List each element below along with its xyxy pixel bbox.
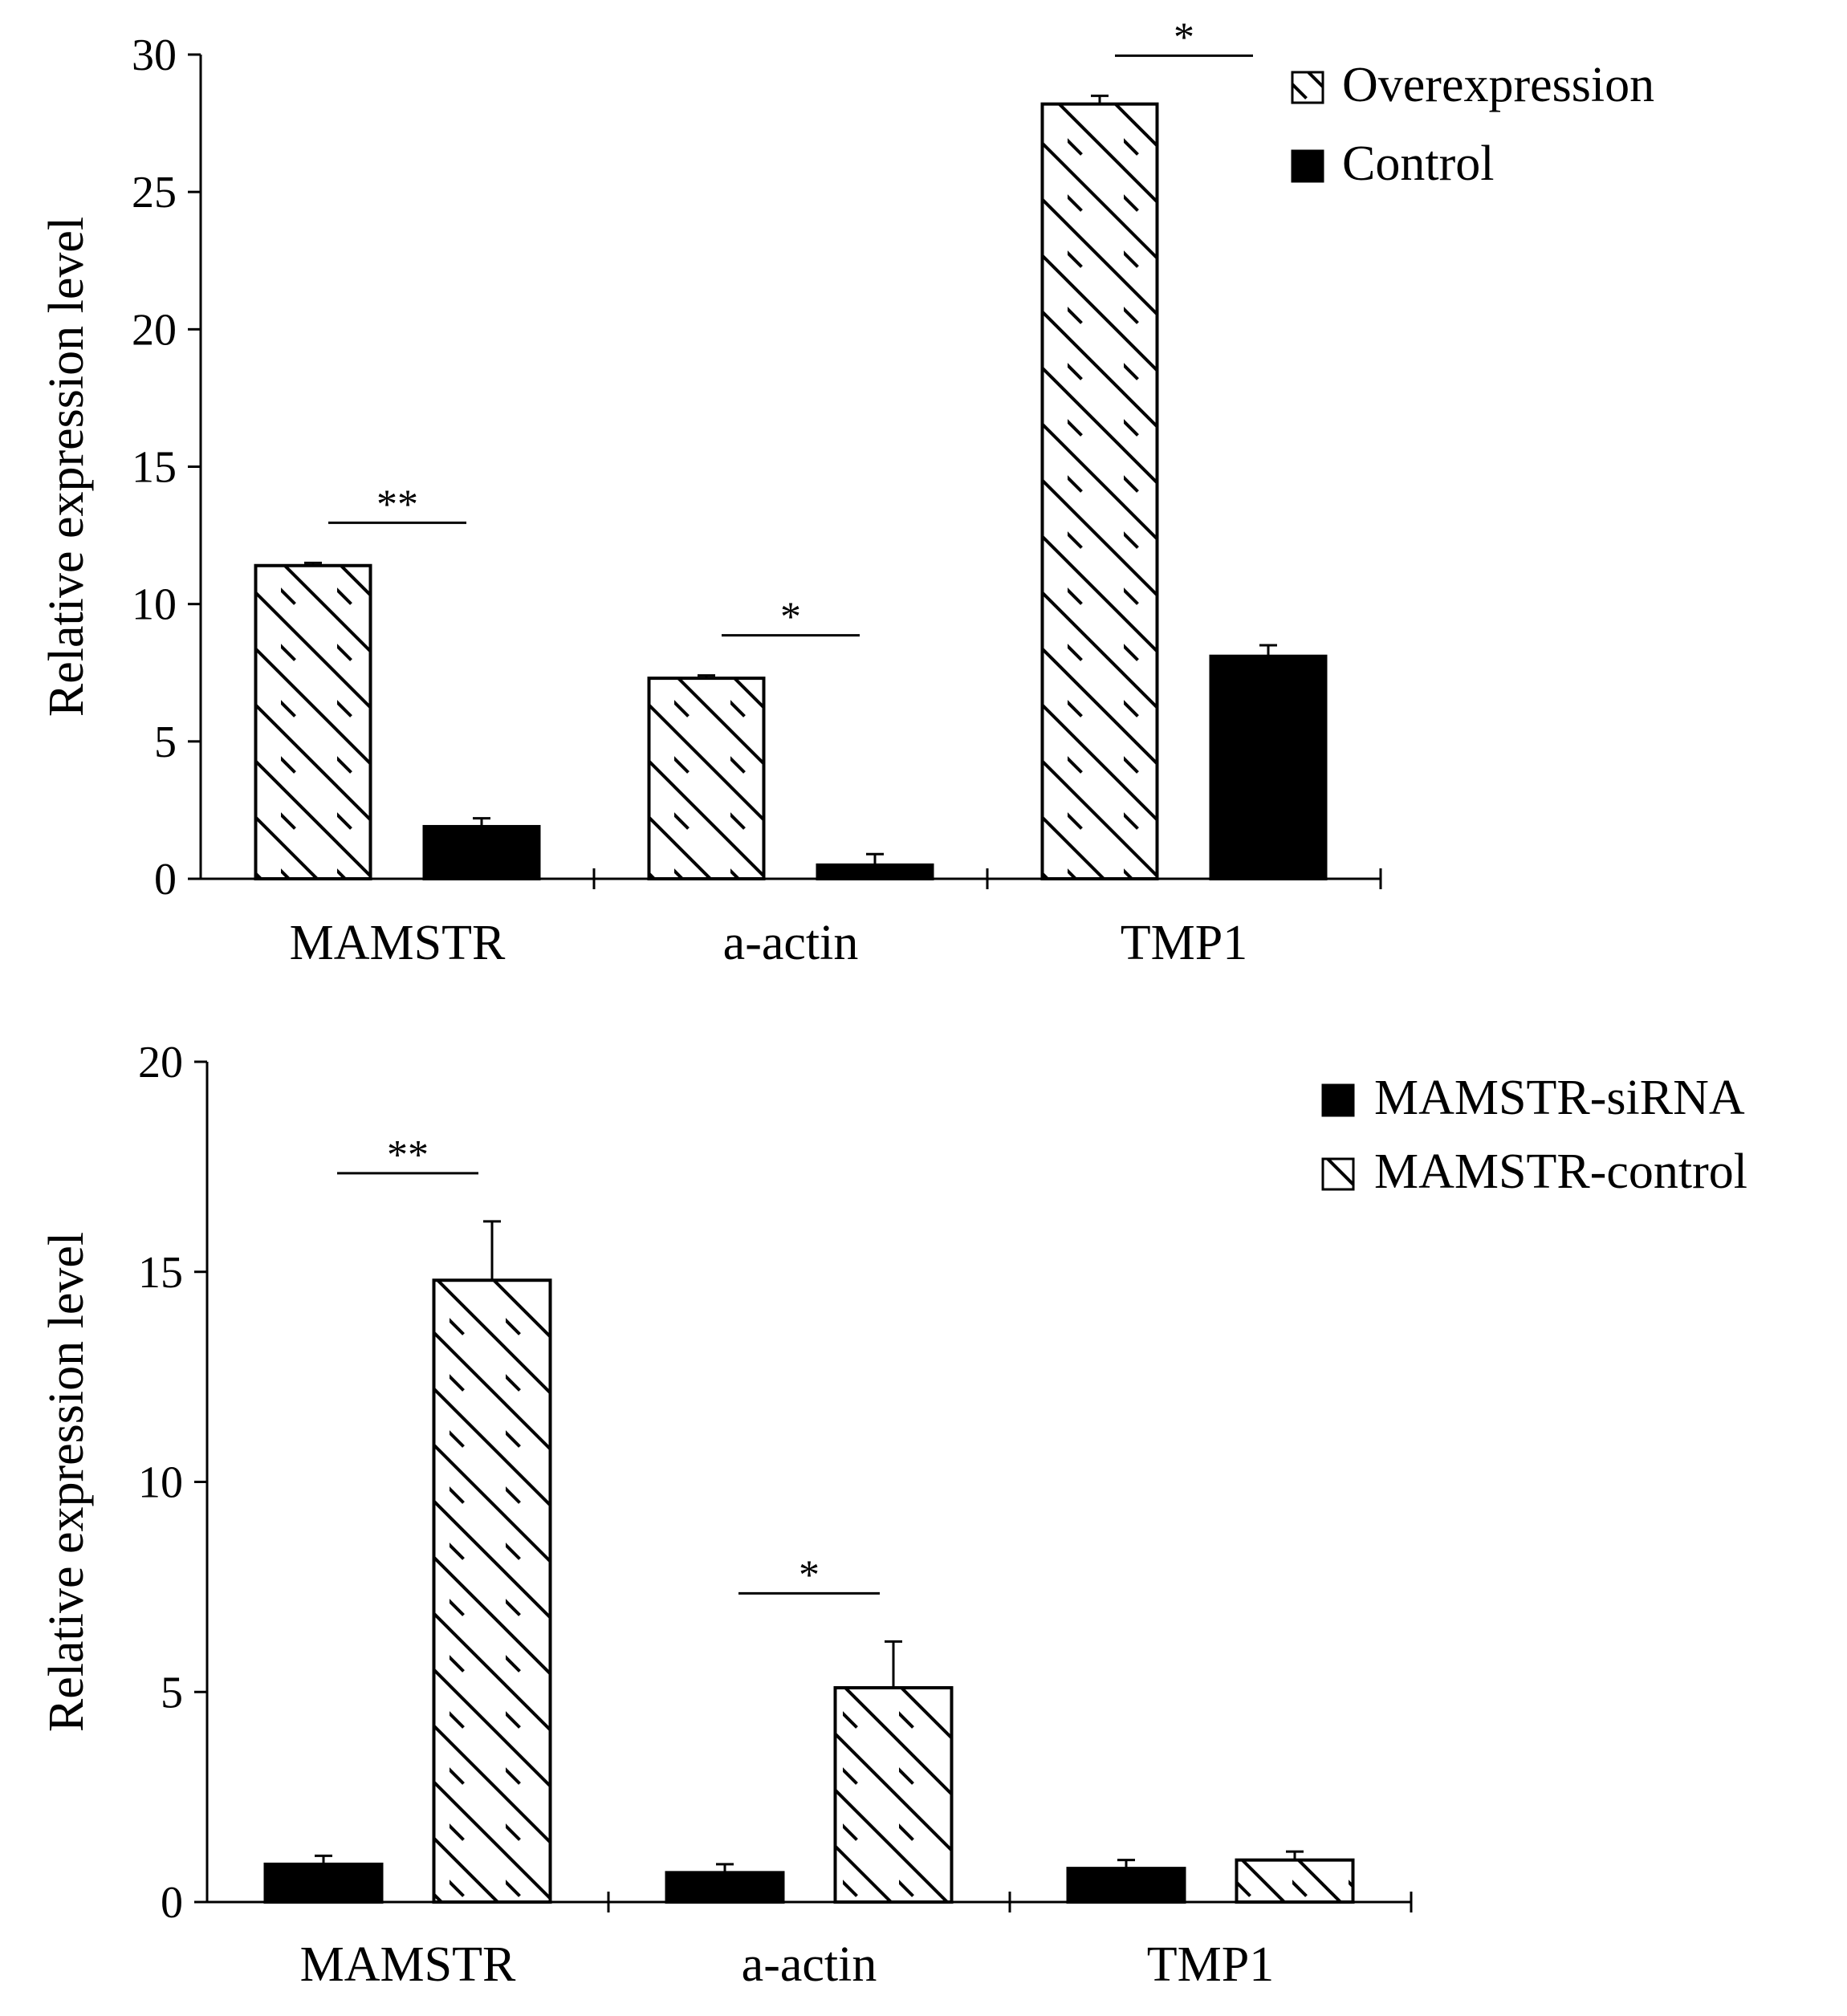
- bar-control: [1209, 654, 1328, 881]
- bar-mamstr-sirna: [263, 1862, 384, 1904]
- legend-label: Control: [1342, 136, 1494, 191]
- chart-bottom: 0 5 10 15 20 Relative expression level MAMSTR *…: [39, 1038, 1747, 1992]
- legend-label: MAMSTR-siRNA: [1374, 1071, 1745, 1125]
- category-label: a-actin: [742, 1937, 877, 1992]
- legend-swatch-mamstr-sirna: [1321, 1083, 1355, 1117]
- category-label: MAMSTR: [290, 916, 506, 970]
- y-axis-title: Relative expression level: [39, 217, 94, 717]
- bar-mamstr-control: [1235, 1858, 1355, 1904]
- category-label: TMP1: [1147, 1937, 1274, 1992]
- category-label: a-actin: [723, 916, 859, 970]
- bar-mamstr-control: [432, 1278, 552, 1904]
- category-label: MAMSTR: [300, 1937, 516, 1992]
- y-tick-label: 10: [138, 1458, 183, 1508]
- y-tick-label: 30: [132, 30, 177, 80]
- legend-swatch-overexpression: [1291, 71, 1324, 104]
- bar-mamstr-sirna: [1066, 1867, 1186, 1904]
- bar-overexpression: [1040, 102, 1159, 880]
- bar-control: [422, 824, 541, 880]
- chart-top: 0 5 10 15 20 25 30 Relative expression level MAM…: [39, 14, 1654, 970]
- y-tick-label: 20: [138, 1038, 183, 1087]
- y-tick-label: 0: [154, 855, 177, 904]
- y-tick-label: 5: [161, 1668, 183, 1717]
- legend-swatch-control: [1291, 149, 1324, 183]
- significance-marker: *: [780, 595, 801, 640]
- bar-mamstr-control: [833, 1686, 954, 1904]
- category-label: TMP1: [1121, 916, 1247, 970]
- legend-label: MAMSTR-control: [1374, 1144, 1747, 1199]
- significance-marker: *: [799, 1552, 820, 1598]
- y-tick-label: 25: [132, 168, 177, 217]
- y-axis-title: Relative expression level: [39, 1232, 94, 1732]
- y-tick-label: 10: [132, 580, 177, 630]
- significance-marker: **: [387, 1132, 429, 1178]
- y-tick-label: 5: [154, 717, 177, 767]
- legend-label: Overexpression: [1342, 58, 1654, 112]
- y-tick-label: 0: [161, 1878, 183, 1928]
- bar-overexpression: [647, 677, 766, 881]
- y-tick-label: 15: [132, 443, 177, 493]
- bar-mamstr-sirna: [665, 1871, 785, 1904]
- bar-overexpression: [254, 563, 372, 880]
- legend-swatch-mamstr-control: [1321, 1157, 1355, 1191]
- y-tick-label: 20: [132, 305, 177, 355]
- y-tick-label: 15: [138, 1248, 183, 1298]
- bar-control: [816, 863, 934, 880]
- significance-marker: **: [376, 482, 418, 527]
- significance-marker: *: [1174, 14, 1194, 60]
